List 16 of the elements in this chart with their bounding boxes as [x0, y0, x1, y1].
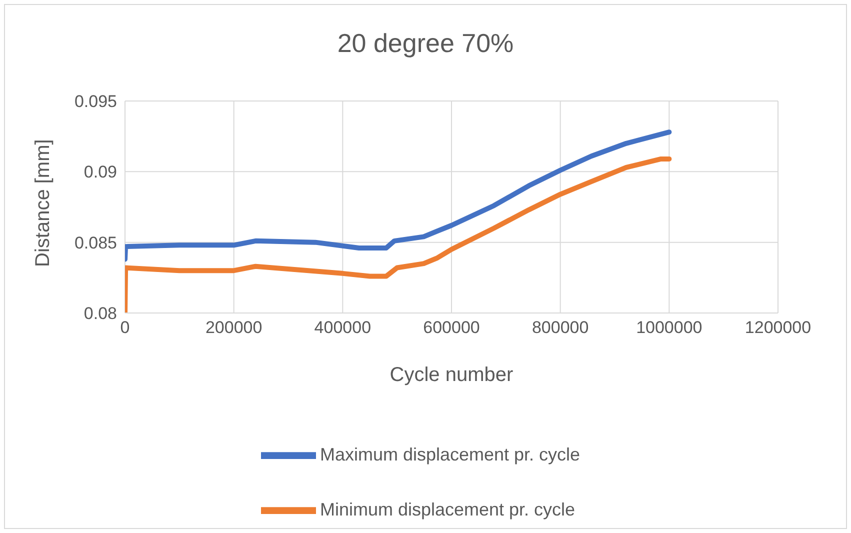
- x-tick-label: 1000000: [636, 318, 702, 338]
- x-tick-label: 0: [120, 318, 130, 338]
- x-tick-label: 800000: [532, 318, 589, 338]
- legend-label: Maximum displacement pr. cycle: [320, 444, 580, 464]
- x-tick-label: 1200000: [744, 318, 812, 338]
- y-tick-label: 0.08: [84, 304, 117, 324]
- x-tick-label: 200000: [205, 318, 262, 338]
- y-tick-label: 0.09: [84, 162, 117, 182]
- x-tick-label: 400000: [314, 318, 372, 338]
- y-axis-title: Distance [mm]: [32, 139, 54, 267]
- legend-label: Minimum displacement pr. cycle: [320, 499, 576, 520]
- chart-title: 20 degree 70%: [336, 28, 515, 59]
- x-axis-title: Cycle number: [390, 364, 514, 386]
- y-tick-label: 0.085: [74, 233, 117, 252]
- x-tick-label: 600000: [423, 318, 480, 338]
- y-tick-label: 0.095: [74, 92, 117, 112]
